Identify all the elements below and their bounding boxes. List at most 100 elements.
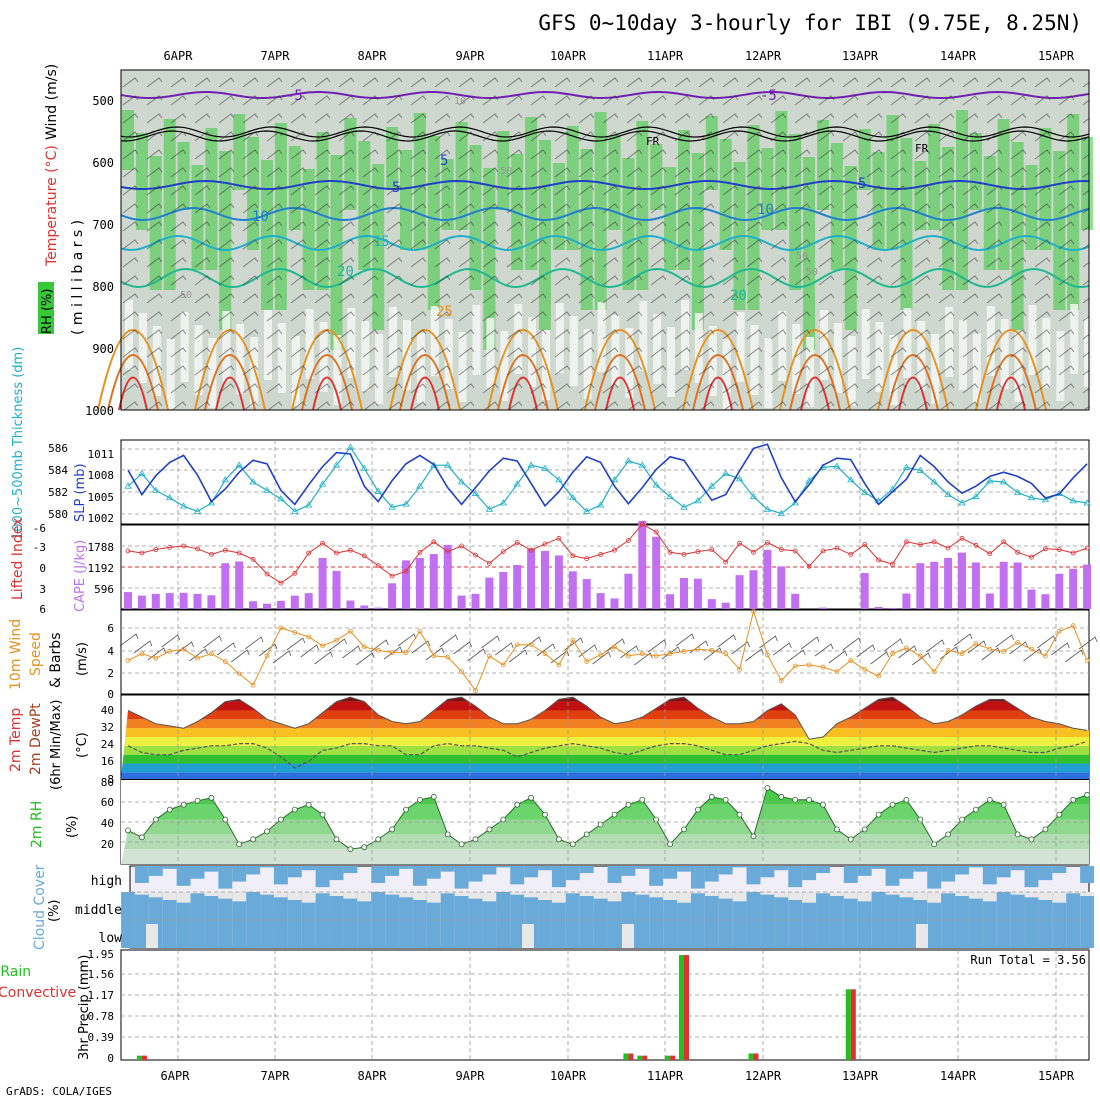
thickness-point — [749, 492, 758, 500]
thickness-point — [986, 477, 994, 484]
cape-bar — [513, 564, 522, 609]
cloud-middle-bar — [955, 892, 969, 920]
precip-ylabel: Convective — [0, 985, 76, 1001]
wind-barb — [995, 634, 1015, 648]
cloud-low-bar — [996, 920, 1011, 948]
cape-bar — [874, 606, 883, 609]
li-point — [139, 550, 145, 556]
thickness-point — [443, 461, 452, 468]
cloud-middle-gap — [760, 892, 775, 895]
cloud-middle-bar — [1010, 892, 1025, 920]
wind-speed-point — [514, 642, 520, 648]
precip-total-bar — [637, 1055, 643, 1060]
temp2m-tick: 16 — [101, 755, 114, 768]
cape-ylabel: CAPE (J/kg) — [73, 540, 88, 612]
cape-bar — [999, 561, 1008, 609]
thickness-point — [1027, 493, 1036, 501]
wind-barb — [773, 642, 792, 656]
date-label-bottom: 8APR — [358, 1069, 388, 1083]
cloud-low-bar — [1066, 920, 1081, 948]
wind-speed-point — [1056, 628, 1062, 634]
cape-bar — [457, 595, 466, 609]
thickness-point — [708, 482, 716, 489]
li-point — [820, 548, 826, 554]
date-label-bottom: 9APR — [456, 1069, 486, 1083]
cape-bar — [402, 560, 410, 609]
cloud-low-gap — [916, 924, 928, 948]
cloud-low-bar — [704, 920, 719, 948]
wind-speed-point — [500, 662, 506, 668]
wind-barb — [203, 635, 222, 649]
cloud-low-gap — [622, 924, 634, 948]
wind-barb — [397, 633, 417, 647]
cloud-low-bar — [301, 920, 316, 948]
li-point — [917, 542, 923, 547]
cape-bar — [276, 600, 285, 609]
temp-band — [121, 772, 1089, 779]
rh-point — [861, 826, 868, 833]
thickness-point — [165, 493, 174, 501]
rh-point — [556, 836, 562, 843]
cloud-low-bar — [927, 920, 942, 948]
li-point — [876, 557, 881, 563]
wind-speed-point — [945, 647, 951, 653]
li-point — [445, 549, 451, 554]
wind-speed-point — [236, 671, 242, 677]
wind-barb — [453, 641, 472, 655]
wind-speed-point — [973, 641, 979, 646]
cape-bar — [944, 557, 953, 609]
thickness-point — [680, 503, 688, 510]
li-point — [222, 547, 228, 553]
wind-speed-point — [834, 669, 840, 674]
precip-convective-bar — [670, 1055, 676, 1060]
li-point — [236, 550, 242, 556]
wind10-barbs — [119, 633, 1098, 666]
cloud-middle-bar — [690, 892, 705, 920]
date-label-bottom: 6APR — [161, 1069, 191, 1083]
temp2m-ylabel: 2m DewPt — [28, 703, 44, 775]
cloud-high-bar — [176, 866, 191, 886]
wind10-tick: 2 — [107, 667, 114, 680]
cloud-middle-bar — [329, 892, 344, 920]
wind-speed-point — [695, 646, 701, 652]
thickness-point — [555, 476, 563, 483]
wind-speed-point — [528, 642, 534, 648]
contour-label: 10 — [454, 96, 466, 107]
rh-point — [458, 841, 465, 848]
cape-bar — [693, 578, 702, 609]
wind-speed-point — [361, 644, 367, 650]
precip-frame — [120, 949, 1090, 1061]
cape-bar — [499, 572, 508, 609]
cloud-low-bar — [190, 920, 205, 948]
precip-panel: 1.95 1.56 1.17 0.78 0.39 0 Run Total = 3… — [0, 948, 1090, 1065]
li-point — [751, 549, 756, 555]
cloud-middle-bar — [496, 892, 511, 920]
rh-point — [194, 797, 201, 804]
li-point — [806, 563, 812, 569]
rh-point — [625, 801, 632, 808]
date-label-top: 15APR — [1038, 49, 1075, 63]
rh-point — [333, 836, 340, 843]
cloud-middle-bar — [968, 892, 983, 920]
thickness-line — [127, 446, 1088, 515]
li-line — [127, 523, 1088, 584]
cloud-low-bar — [412, 920, 427, 948]
cape-bar — [666, 594, 675, 609]
thickness-point — [541, 464, 549, 471]
cape-bar — [721, 602, 730, 609]
cloud-low-bar — [343, 920, 358, 948]
wind-speed-point — [181, 646, 187, 652]
rh-point — [416, 796, 423, 803]
cloud-high-bar — [232, 866, 247, 882]
cloud-middle-gap — [440, 892, 455, 894]
wind-barb — [161, 634, 181, 648]
wind-barb — [314, 651, 333, 665]
cloud-high-bar — [913, 866, 928, 872]
cloud-high-bar — [1010, 866, 1025, 871]
date-label-bottom: 10APR — [550, 1069, 587, 1083]
cloud-middle-bar — [1080, 892, 1095, 920]
wind-barb — [856, 644, 876, 658]
thickness-point — [763, 505, 772, 512]
cape-bar — [304, 593, 313, 609]
wind-speed-point — [431, 653, 437, 659]
